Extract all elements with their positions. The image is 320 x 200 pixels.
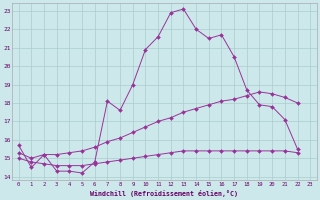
X-axis label: Windchill (Refroidissement éolien,°C): Windchill (Refroidissement éolien,°C) [91, 190, 238, 197]
